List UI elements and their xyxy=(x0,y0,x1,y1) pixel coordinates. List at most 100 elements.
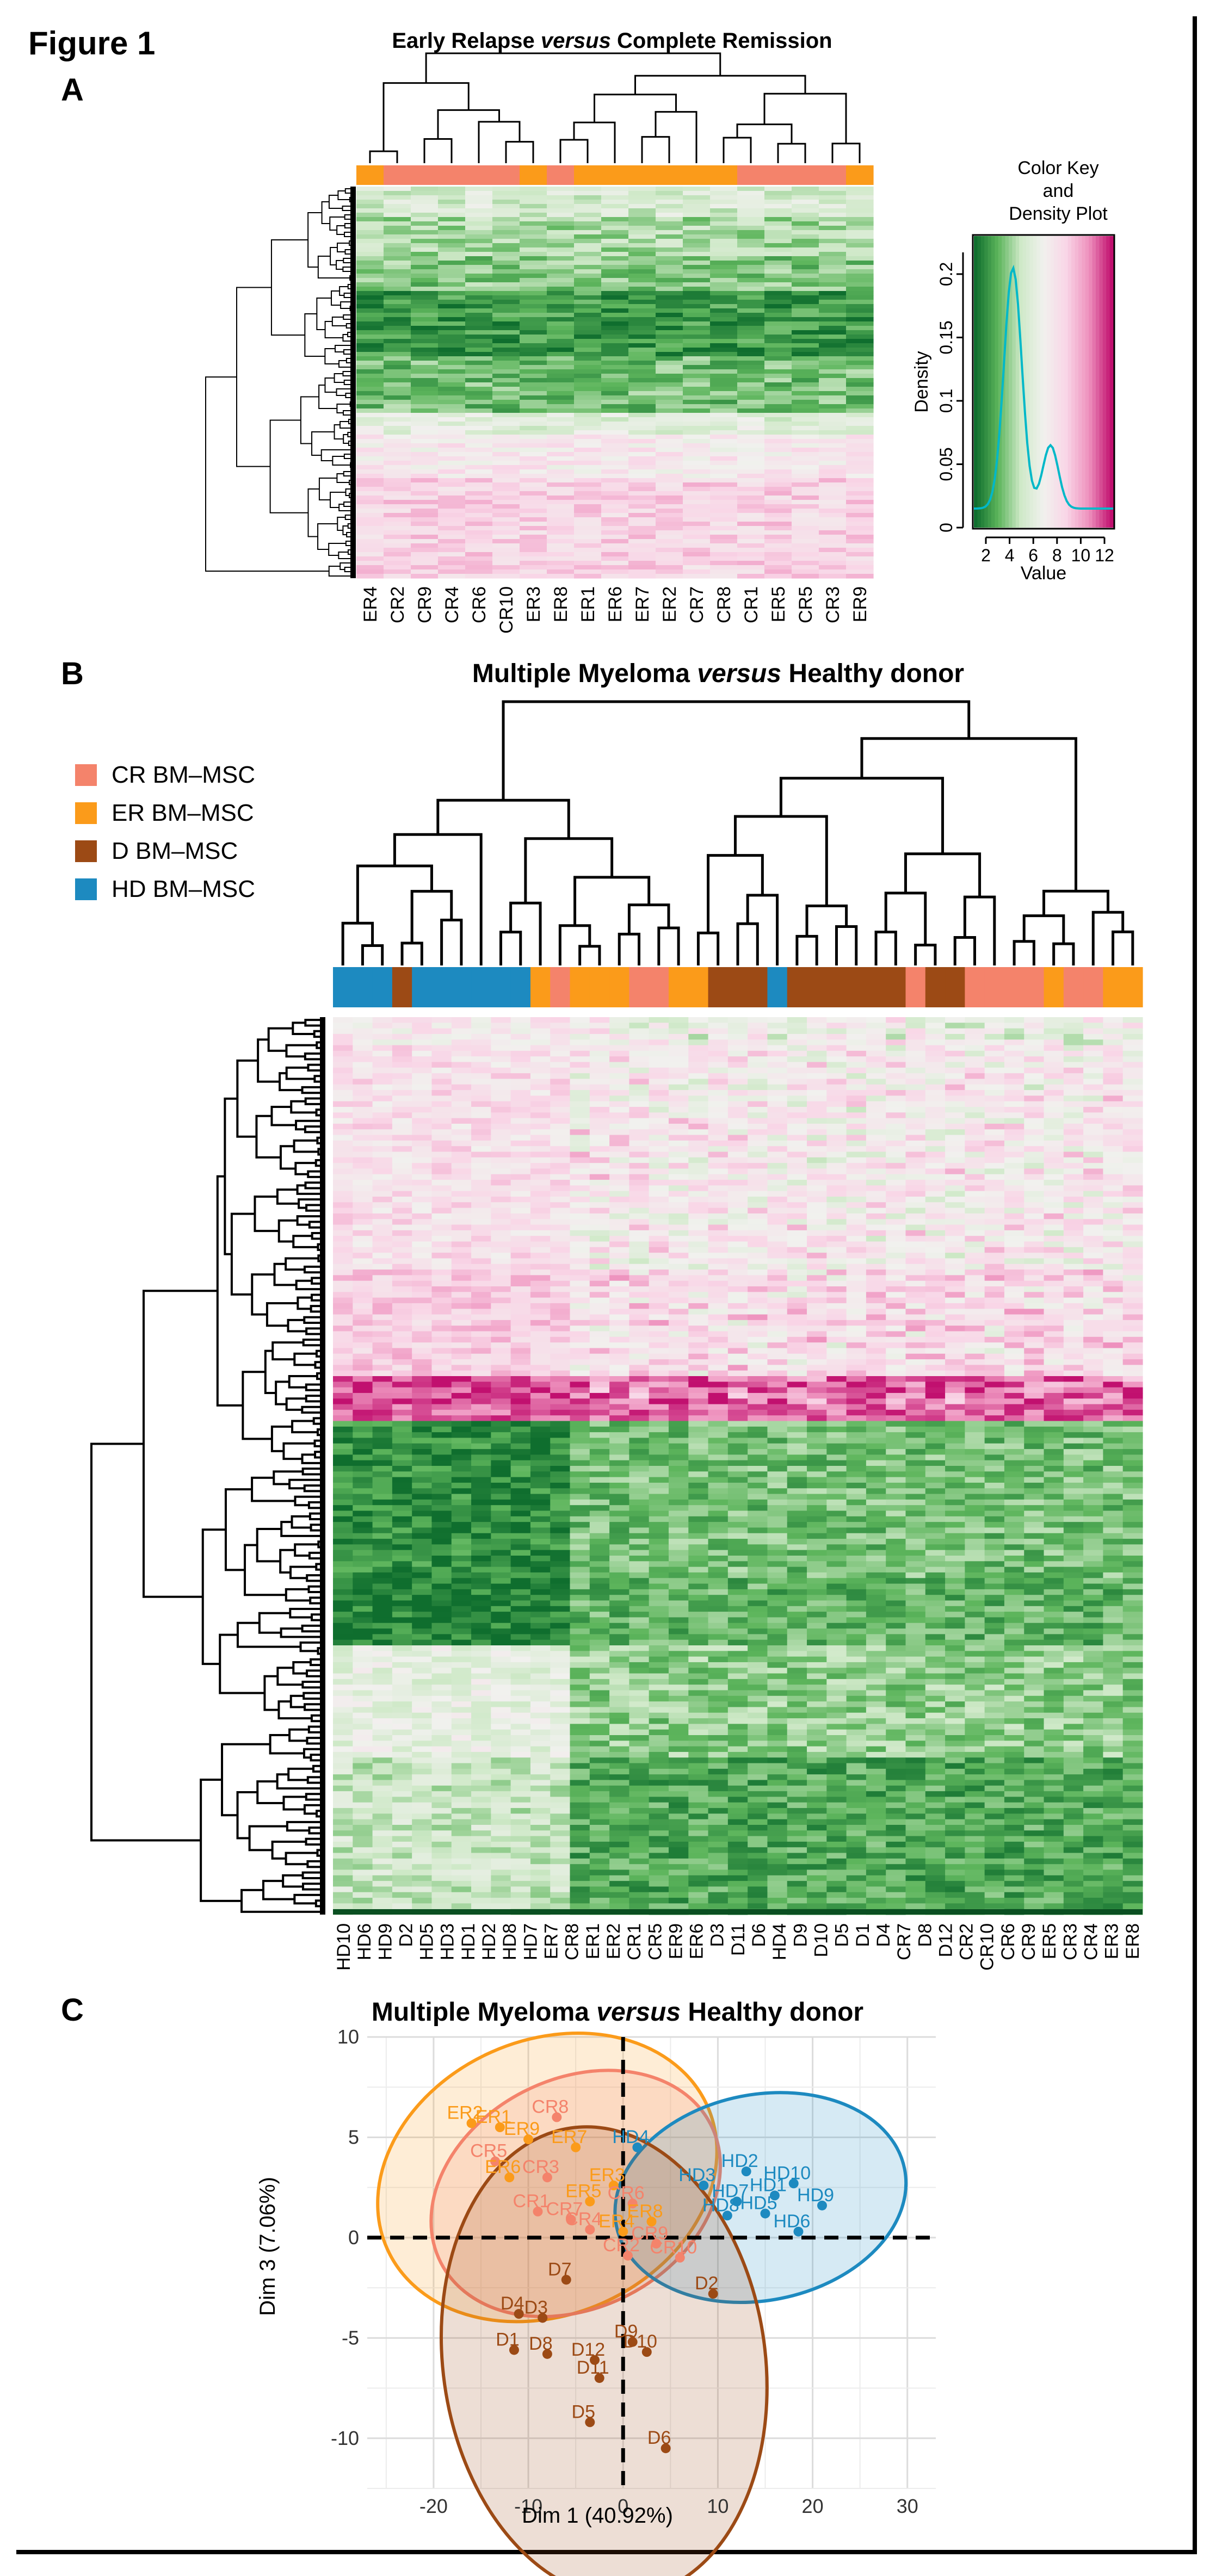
a-heat-cell-42-9 xyxy=(601,369,629,374)
a-heat-cell-30-10 xyxy=(628,317,656,322)
b-heat-cell-2-29 xyxy=(905,1028,926,1035)
b-heat-cell-39-7 xyxy=(471,1236,491,1242)
b-heat-cell-33-1 xyxy=(353,1202,373,1209)
b-heat-cell-12-14 xyxy=(609,1084,629,1091)
b-heat-cell-0-4 xyxy=(412,1017,433,1023)
b-heat-cell-44-19 xyxy=(708,1264,729,1270)
b-heat-cell-31-6 xyxy=(451,1191,472,1197)
a-heat-cell-40-4 xyxy=(465,361,493,366)
a-heat-cell-73-1 xyxy=(384,504,411,509)
b-heat-cell-27-40 xyxy=(1122,1168,1143,1175)
a-heat-cell-47-7 xyxy=(547,391,575,396)
b-heat-cell-1-6 xyxy=(451,1023,472,1029)
b-heat-cell-37-38 xyxy=(1083,1224,1104,1231)
b-heat-cell-36-22 xyxy=(767,1219,788,1225)
b-heat-cell-17-16 xyxy=(649,1112,669,1119)
a-heat-cell-52-13 xyxy=(710,413,738,418)
b-heat-cell-63-2 xyxy=(372,1370,393,1377)
b-heat-cell-1-33 xyxy=(984,1023,1005,1029)
a-heat-cell-43-10 xyxy=(628,374,656,379)
b-heat-cell-48-8 xyxy=(491,1286,511,1292)
a-rowdendro-branch-55 xyxy=(311,431,335,456)
b-heat-cell-57-12 xyxy=(570,1336,590,1343)
b-heat-cell-32-9 xyxy=(510,1197,531,1203)
b-colbar-30-D xyxy=(925,967,946,1007)
a-heat-cell-74-17 xyxy=(819,509,847,513)
a-heat-cell-46-1 xyxy=(384,387,411,392)
a-heat-cell-41-10 xyxy=(628,365,656,370)
a-heat-cell-40-6 xyxy=(520,361,547,366)
b-heat-cell-67-37 xyxy=(1063,1392,1084,1399)
b-heat-cell-4-17 xyxy=(668,1039,689,1046)
b-heat-cell-62-9 xyxy=(510,1365,531,1371)
b-heat-cell-67-23 xyxy=(787,1392,807,1399)
a-heat-cell-9-18 xyxy=(846,226,874,231)
a-heat-cell-80-18 xyxy=(846,535,874,540)
b-heat-cell-47-35 xyxy=(1024,1280,1045,1287)
b-heat-cell-21-37 xyxy=(1063,1135,1084,1141)
b-heat-cell-1-35 xyxy=(1024,1023,1045,1029)
a-heat-cell-73-6 xyxy=(520,504,547,509)
b-heat-cell-34-38 xyxy=(1083,1208,1104,1214)
b-heat-cell-53-40 xyxy=(1122,1314,1143,1321)
b-heat-cell-18-39 xyxy=(1103,1118,1124,1124)
b-heat-cell-4-2 xyxy=(372,1039,393,1046)
b-heat-cell-45-39 xyxy=(1103,1270,1124,1275)
a-heat-cell-66-14 xyxy=(737,474,765,479)
b-heat-cell-39-10 xyxy=(530,1236,551,1242)
b-rowdendro-branch-17 xyxy=(301,1086,325,1094)
b-heat-cell-15-35 xyxy=(1024,1101,1045,1107)
b-heat-cell-28-33 xyxy=(984,1174,1005,1180)
b-heat-cell-55-24 xyxy=(807,1326,827,1332)
b-rowdendro-branch-147 xyxy=(271,1840,306,1860)
b-heat-cell-45-0 xyxy=(333,1270,353,1275)
b-heat-cell-9-40 xyxy=(1122,1067,1143,1074)
a-rowdendro-branch-76 xyxy=(317,523,338,550)
b-heat-cell-58-19 xyxy=(708,1342,729,1349)
a-heat-cell-3-18 xyxy=(846,200,874,205)
a-heat-cell-54-9 xyxy=(601,422,629,426)
b-heat-cell-2-0 xyxy=(333,1028,353,1035)
b-heat-cell-38-39 xyxy=(1103,1230,1124,1236)
a-heat-cell-29-3 xyxy=(438,313,466,318)
a-heat-cell-10-9 xyxy=(601,230,629,235)
b-heat-cell-13-19 xyxy=(708,1090,729,1096)
b-heat-cell-39-35 xyxy=(1024,1236,1045,1242)
b-heat-cell-19-29 xyxy=(905,1123,926,1130)
b-heat-cell-19-5 xyxy=(431,1123,452,1130)
b-heat-cell-67-32 xyxy=(965,1392,985,1399)
b-heat-cell-23-23 xyxy=(787,1146,807,1153)
b-heat-cell-44-22 xyxy=(767,1264,788,1270)
b-heat-cell-54-38 xyxy=(1083,1320,1104,1326)
a-heat-cell-72-13 xyxy=(710,500,738,505)
b-heat-cell-2-32 xyxy=(965,1028,985,1035)
a-heat-cell-49-4 xyxy=(465,400,493,405)
a-heat-cell-3-8 xyxy=(574,200,602,205)
b-dendro-branch-21 xyxy=(707,854,764,933)
b-heat-cell-59-35 xyxy=(1024,1348,1045,1354)
a-heat-cell-78-2 xyxy=(411,526,439,531)
a-heat-cell-23-4 xyxy=(465,287,493,292)
b-heat-cell-12-17 xyxy=(668,1084,689,1091)
a-heat-cell-58-13 xyxy=(710,439,738,444)
a-rowdendro-branch-22 xyxy=(342,267,355,272)
b-heat-cell-63-35 xyxy=(1024,1370,1045,1377)
a-heat-cell-27-7 xyxy=(547,304,575,309)
b-heat-cell-41-22 xyxy=(767,1247,788,1253)
a-heat-cell-58-9 xyxy=(601,439,629,444)
b-heat-cell-39-18 xyxy=(688,1236,709,1242)
b-rowdendro-branch-41 xyxy=(308,1221,325,1229)
b-heat-cell-23-24 xyxy=(807,1146,827,1153)
a-heat-cell-11-8 xyxy=(574,234,602,239)
b-heat-cell-56-10 xyxy=(530,1331,551,1337)
b-heat-cell-24-30 xyxy=(925,1151,946,1158)
a-heat-cell-25-7 xyxy=(547,295,575,300)
a-heat-cell-65-0 xyxy=(356,469,384,474)
b-heat-cell-15-10 xyxy=(530,1101,551,1107)
b-heat-cell-43-7 xyxy=(471,1258,491,1265)
b-heat-cell-64-33 xyxy=(984,1376,1005,1382)
a-heat-cell-23-17 xyxy=(819,287,847,292)
a-heat-cell-62-10 xyxy=(628,456,656,461)
legend-label-D: D BM–MSC xyxy=(112,838,238,864)
b-heat-cell-58-36 xyxy=(1044,1342,1064,1349)
